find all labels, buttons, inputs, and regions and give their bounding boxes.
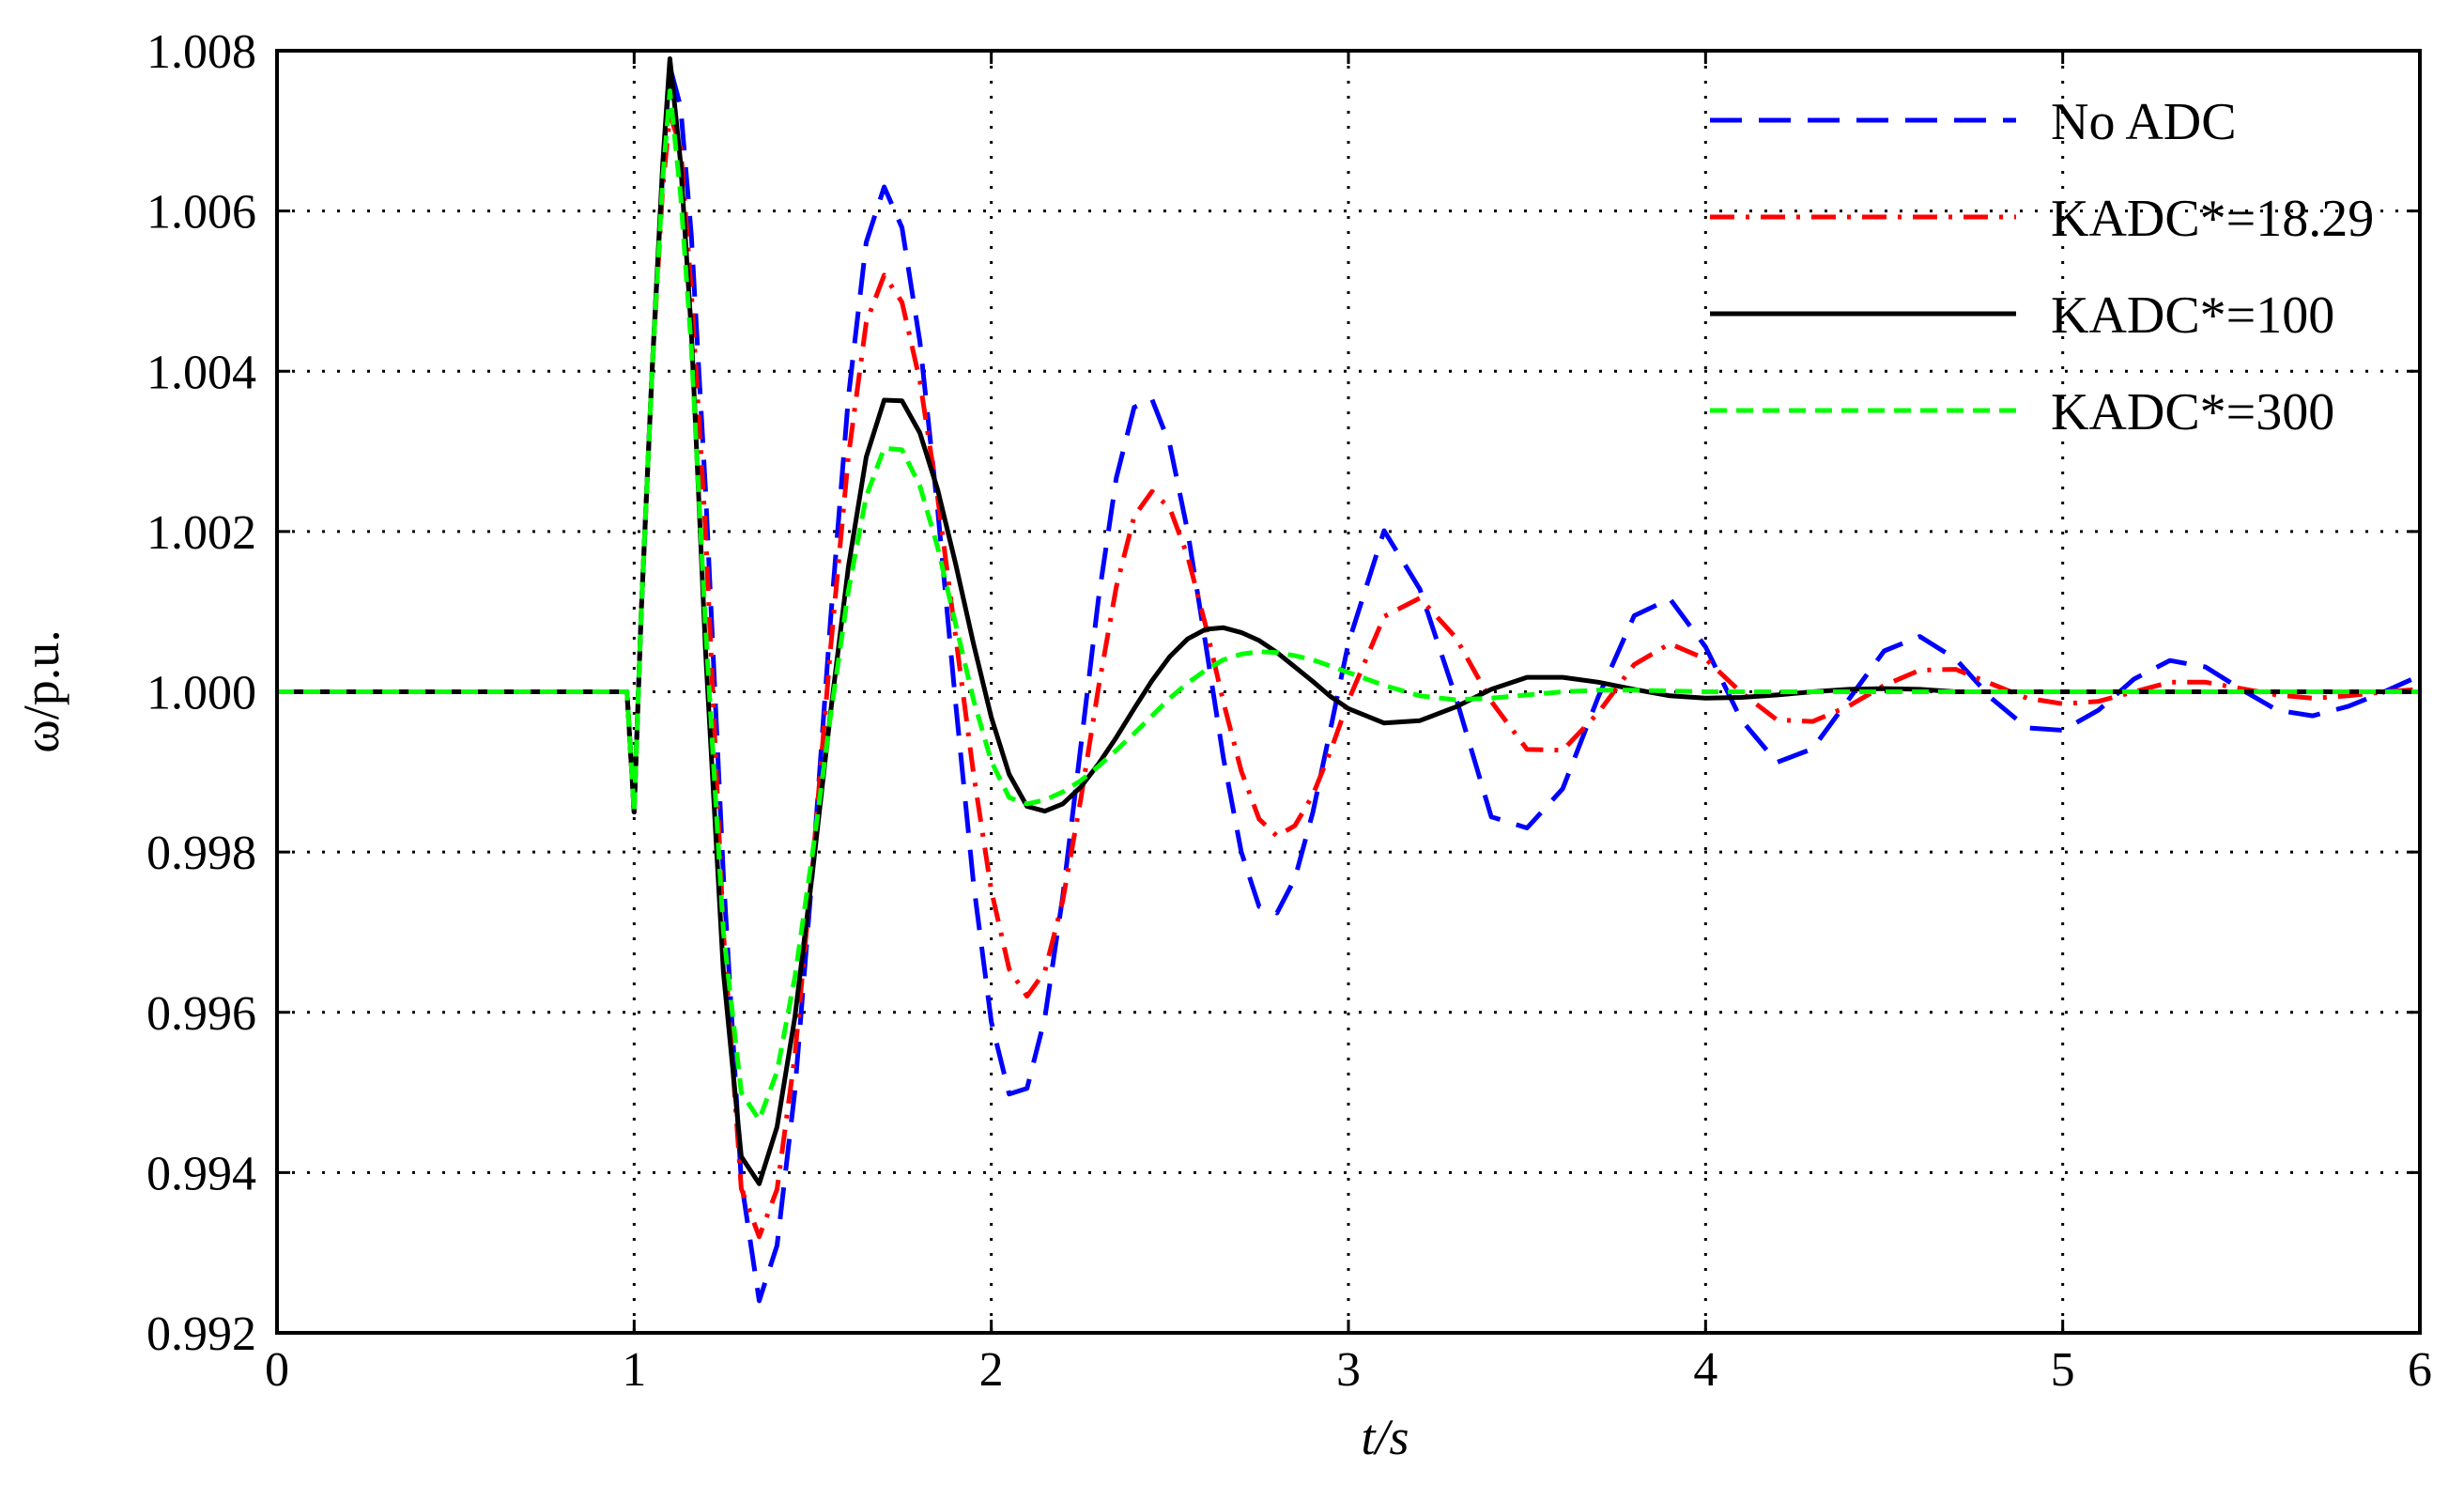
y-tick-label: 0.992 bbox=[146, 1307, 256, 1361]
series-line bbox=[277, 64, 2422, 1304]
x-axis-label: t/s bbox=[1361, 1409, 1409, 1465]
x-tick-label: 3 bbox=[1336, 1343, 1361, 1397]
legend-label: KADC*=300 bbox=[2051, 383, 2334, 441]
y-tick-label: 1.000 bbox=[146, 667, 256, 720]
legend-label: No ADC bbox=[2051, 93, 2237, 151]
y-tick-label: 0.998 bbox=[146, 827, 256, 880]
y-tick-label: 1.004 bbox=[146, 346, 256, 399]
plot-frame bbox=[275, 49, 2422, 1335]
x-tick-label: 6 bbox=[2408, 1343, 2432, 1397]
x-tick-label: 1 bbox=[622, 1343, 646, 1397]
series-line bbox=[277, 112, 2421, 1240]
y-tick-label: 0.996 bbox=[146, 987, 256, 1041]
x-tick-label: 5 bbox=[2051, 1343, 2075, 1397]
y-tick-label: 1.002 bbox=[146, 506, 256, 560]
y-tick-label: 1.006 bbox=[146, 186, 256, 240]
legend-label: KADC*=100 bbox=[2051, 286, 2334, 345]
legend-label: KADC*=18.29 bbox=[2051, 190, 2374, 248]
y-axis-label: ω/p.u. bbox=[13, 629, 69, 753]
y-tick-label: 1.008 bbox=[146, 25, 256, 79]
x-tick-label: 2 bbox=[979, 1343, 1004, 1397]
x-tick-label: 0 bbox=[265, 1343, 289, 1397]
series-line bbox=[277, 88, 2420, 1122]
y-tick-label: 0.994 bbox=[146, 1147, 256, 1200]
x-tick-label: 4 bbox=[1693, 1343, 1717, 1397]
